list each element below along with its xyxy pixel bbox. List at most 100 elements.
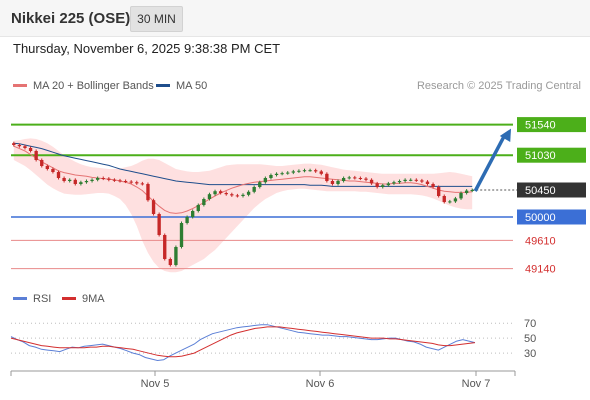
candles xyxy=(12,141,474,267)
candle-body xyxy=(17,145,22,147)
candle-body xyxy=(45,166,50,169)
rsi-tick-50: 50 xyxy=(524,333,536,345)
candle-body xyxy=(84,181,89,183)
candle-body xyxy=(196,205,200,211)
x-tick-label-1: Nov 6 xyxy=(306,378,335,390)
candle-body xyxy=(470,190,474,191)
candle-body xyxy=(224,193,228,195)
candle-body xyxy=(51,169,55,172)
candle-body xyxy=(308,170,312,172)
candle-body xyxy=(73,179,77,184)
candle-body xyxy=(101,178,105,179)
candle-body xyxy=(369,179,374,184)
candle-body xyxy=(319,171,323,174)
level-box-50450 xyxy=(517,182,586,198)
candle-body xyxy=(107,178,111,180)
candle-body xyxy=(464,190,469,193)
level-label-51030: 51030 xyxy=(525,150,556,162)
candle-body xyxy=(174,247,178,265)
candle-body xyxy=(62,178,66,181)
ma50-label: MA 50 xyxy=(176,80,208,92)
forecast-arrow-shaft xyxy=(473,133,507,192)
ma20-label: MA 20 + Bollinger Bands xyxy=(33,80,154,92)
level-box-51030 xyxy=(517,147,586,163)
ma9-label: 9MA xyxy=(82,293,105,305)
candle-body xyxy=(168,259,173,265)
instrument-title: Nikkei 225 (OSE) xyxy=(11,10,131,27)
candle-body xyxy=(95,178,100,180)
candle-body xyxy=(258,182,262,187)
candle-body xyxy=(34,151,38,160)
candle-body xyxy=(112,179,117,181)
rsi-swatch xyxy=(13,296,27,300)
ma50-swatch xyxy=(156,83,170,87)
candle-body xyxy=(436,187,441,196)
legend-ma20: MA 20 + Bollinger Bands xyxy=(13,80,154,92)
x-tick-label-2: Nov 7 xyxy=(462,378,491,390)
candle-body xyxy=(235,195,240,197)
ma20-swatch xyxy=(13,83,27,87)
rsi-tick-70: 70 xyxy=(524,318,536,330)
timestamp: Thursday, November 6, 2025 9:38:38 PM CE… xyxy=(13,41,281,56)
candle-body xyxy=(386,183,391,186)
level-label-50450: 50450 xyxy=(525,185,556,197)
credit-text: Research © 2025 Trading Central xyxy=(416,80,581,92)
candle-body xyxy=(230,194,234,196)
candle-body xyxy=(286,172,290,174)
candle-body xyxy=(151,200,156,214)
candle-body xyxy=(392,182,396,184)
candle-body xyxy=(330,181,335,184)
candle-body xyxy=(414,179,418,181)
candle-body xyxy=(381,185,385,187)
ma9-swatch xyxy=(62,296,76,300)
candle-body xyxy=(146,184,150,201)
candle-body xyxy=(218,191,223,193)
x-tick-label-0: Nov 5 xyxy=(141,378,170,390)
candle-body xyxy=(213,191,217,195)
candle-body xyxy=(207,194,212,199)
candle-body xyxy=(420,180,424,182)
candle-body xyxy=(202,199,206,205)
candle-body xyxy=(274,173,279,175)
candle-body xyxy=(191,211,195,217)
candle-body xyxy=(140,183,145,185)
rsi-tick-30: 30 xyxy=(524,348,536,360)
level-label-49140: 49140 xyxy=(525,264,556,276)
candle-body xyxy=(123,181,128,182)
legend-9ma: 9MA xyxy=(62,293,105,305)
rsi-label: RSI xyxy=(33,293,52,305)
level-label-51540: 51540 xyxy=(525,120,556,132)
interval-button[interactable]: 30 MIN xyxy=(130,6,183,32)
ma20-line xyxy=(13,145,473,214)
candle-body xyxy=(347,177,351,179)
candle-body xyxy=(291,171,295,173)
candle-body xyxy=(409,179,413,181)
level-label-49610: 49610 xyxy=(525,235,556,247)
candle-body xyxy=(364,178,368,180)
candle-body xyxy=(135,182,139,184)
candle-body xyxy=(246,191,251,195)
candle-body xyxy=(313,170,318,172)
candle-body xyxy=(302,170,307,172)
candle-body xyxy=(157,214,161,235)
header-bar: Nikkei 225 (OSE) 30 MIN xyxy=(0,0,590,37)
candle-body xyxy=(448,201,452,203)
rsi-series-rsi xyxy=(10,324,476,362)
candle-body xyxy=(403,179,407,181)
candle-body xyxy=(129,181,133,183)
candle-body xyxy=(179,223,184,247)
candle-body xyxy=(341,178,346,181)
legend-rsi: RSI xyxy=(13,293,51,305)
candle-body xyxy=(40,160,44,166)
candle-body xyxy=(241,194,245,196)
candle-body xyxy=(269,175,273,178)
candle-body xyxy=(397,181,402,183)
candle-body xyxy=(375,183,379,187)
candle-body xyxy=(442,196,446,202)
rsi-series-9ma xyxy=(10,326,476,358)
candle-body xyxy=(185,217,189,223)
level-box-50000 xyxy=(517,209,586,225)
level-label-50000: 50000 xyxy=(525,212,556,224)
candle-body xyxy=(68,179,72,181)
